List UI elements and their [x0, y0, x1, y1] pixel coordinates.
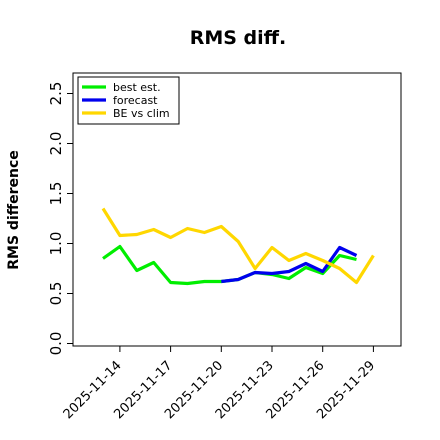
y-ticks: 0.0 0.5 1.0 1.5 2.0 2.5 — [47, 82, 73, 356]
plot-frame — [72, 72, 402, 347]
legend-label: BE vs clim — [113, 107, 170, 120]
chart-title: RMS diff. — [190, 27, 287, 49]
y-axis-label: RMS difference — [6, 150, 22, 270]
series-line-2 — [101, 207, 375, 285]
series-line-0 — [102, 244, 357, 286]
y-tick-label: 1.0 — [47, 232, 65, 256]
legend-label: forecast — [113, 94, 158, 107]
y-tick-label: 0.5 — [47, 282, 65, 306]
series-layer — [101, 207, 375, 286]
y-tick-label: 2.5 — [47, 82, 65, 106]
series-line-1 — [221, 245, 358, 284]
legend-label: best est. — [113, 81, 161, 94]
y-tick-label: 1.5 — [47, 182, 65, 206]
y-tick-label: 2.0 — [47, 132, 65, 156]
y-tick-label: 0.0 — [47, 332, 65, 356]
x-ticks: 2025-11-142025-11-172025-11-202025-11-23… — [61, 346, 378, 422]
